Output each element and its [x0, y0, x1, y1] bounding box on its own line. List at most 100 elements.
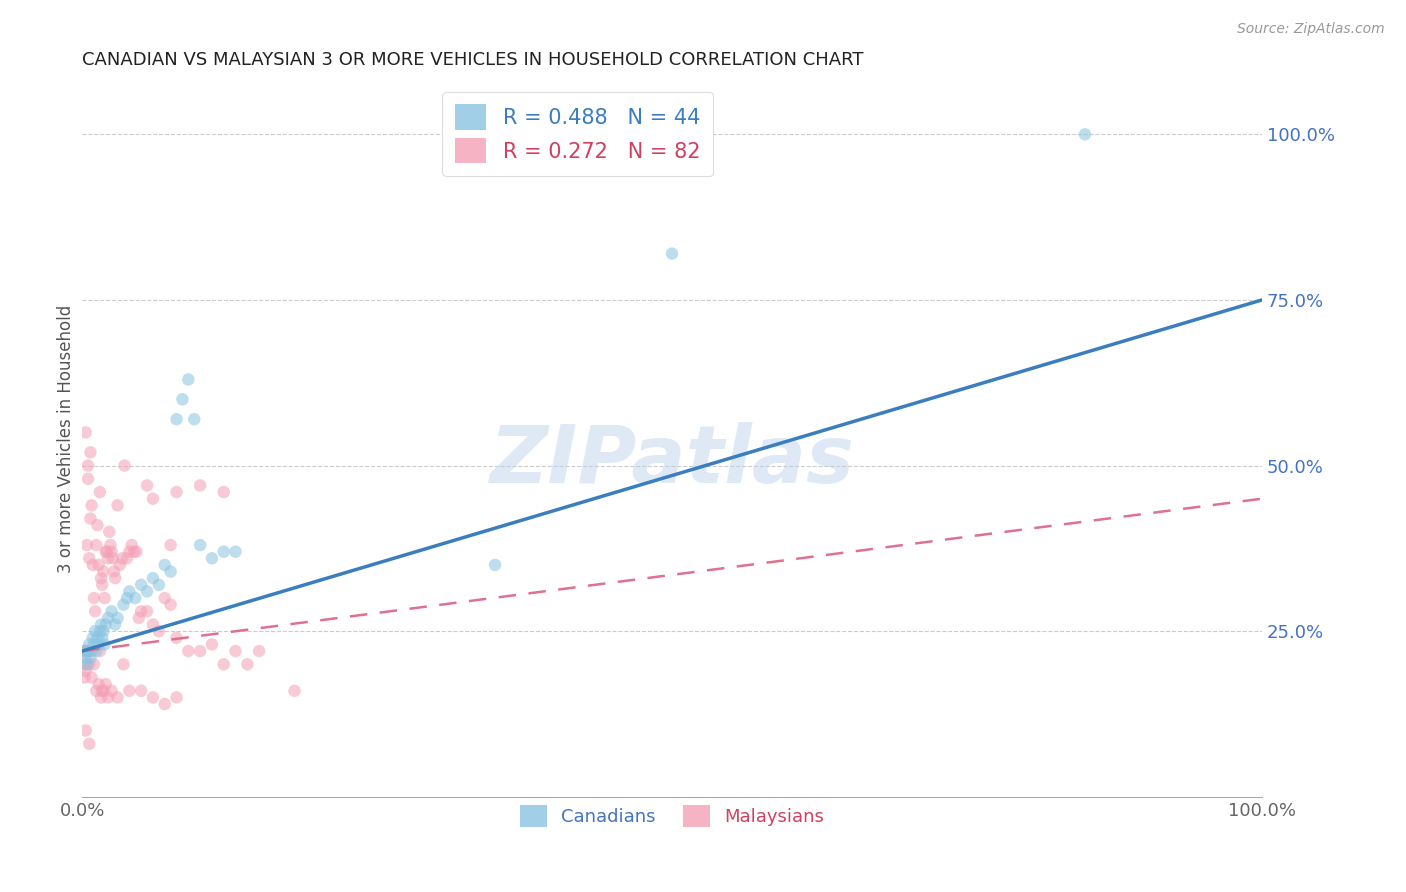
Point [153, 558, 176, 572]
Point [97, 551, 120, 566]
Point [79, 650, 101, 665]
Point [212, 485, 235, 500]
Point [89, 644, 111, 658]
Point [80, 671, 103, 685]
Text: Source: ZipAtlas.com: Source: ZipAtlas.com [1237, 22, 1385, 37]
Point [79, 511, 101, 525]
Y-axis label: 3 or more Vehicles in Household: 3 or more Vehicles in Household [58, 305, 75, 574]
Point [75, 723, 97, 738]
Point [77, 458, 100, 473]
Point [87, 637, 110, 651]
Point [90, 690, 112, 705]
Point [128, 611, 150, 625]
Point [177, 372, 200, 386]
Point [148, 624, 170, 639]
Point [103, 565, 125, 579]
Point [115, 591, 138, 605]
Point [91, 631, 114, 645]
Point [124, 591, 146, 605]
Point [104, 617, 127, 632]
Point [166, 412, 188, 426]
Point [153, 697, 176, 711]
Point [97, 690, 120, 705]
Point [73, 644, 96, 658]
Point [76, 657, 98, 672]
Point [484, 558, 506, 572]
Point [76, 538, 98, 552]
Point [188, 538, 211, 552]
Point [142, 617, 165, 632]
Point [247, 644, 270, 658]
Point [89, 485, 111, 500]
Point [93, 565, 115, 579]
Point [80, 644, 103, 658]
Point [661, 246, 683, 260]
Point [225, 644, 247, 658]
Point [90, 571, 112, 585]
Point [283, 683, 305, 698]
Point [112, 657, 135, 672]
Point [75, 650, 97, 665]
Text: ZIPatlas: ZIPatlas [489, 422, 855, 500]
Point [108, 558, 131, 572]
Point [84, 538, 107, 552]
Point [166, 631, 188, 645]
Point [77, 737, 100, 751]
Point [77, 472, 100, 486]
Point [201, 637, 224, 651]
Point [225, 544, 247, 558]
Point [136, 604, 159, 618]
Point [107, 690, 129, 705]
Point [100, 604, 122, 618]
Point [93, 624, 115, 639]
Point [118, 544, 141, 558]
Point [129, 578, 152, 592]
Point [142, 491, 165, 506]
Point [73, 657, 96, 672]
Point [77, 657, 100, 672]
Point [96, 544, 118, 558]
Point [76, 644, 98, 658]
Point [104, 571, 127, 585]
Point [118, 683, 141, 698]
Point [212, 657, 235, 672]
Point [94, 617, 117, 632]
Point [87, 558, 110, 572]
Point [114, 458, 136, 473]
Point [93, 591, 115, 605]
Point [89, 624, 111, 639]
Point [82, 631, 104, 645]
Point [93, 683, 115, 698]
Point [188, 644, 211, 658]
Point [75, 664, 97, 678]
Point [159, 538, 181, 552]
Point [212, 544, 235, 558]
Point [129, 604, 152, 618]
Point [97, 611, 120, 625]
Point [115, 551, 138, 566]
Point [93, 637, 115, 651]
Point [136, 478, 159, 492]
Point [153, 591, 176, 605]
Point [100, 544, 122, 558]
Point [129, 683, 152, 698]
Point [84, 683, 107, 698]
Point [125, 544, 148, 558]
Point [83, 657, 105, 672]
Point [177, 644, 200, 658]
Point [91, 578, 114, 592]
Point [86, 518, 108, 533]
Point [111, 551, 134, 566]
Point [75, 425, 97, 440]
Point [159, 598, 181, 612]
Point [188, 478, 211, 492]
Point [112, 598, 135, 612]
Point [83, 591, 105, 605]
Point [77, 551, 100, 566]
Point [77, 637, 100, 651]
Point [122, 544, 145, 558]
Point [77, 644, 100, 658]
Point [83, 637, 105, 651]
Point [121, 538, 143, 552]
Point [84, 624, 107, 639]
